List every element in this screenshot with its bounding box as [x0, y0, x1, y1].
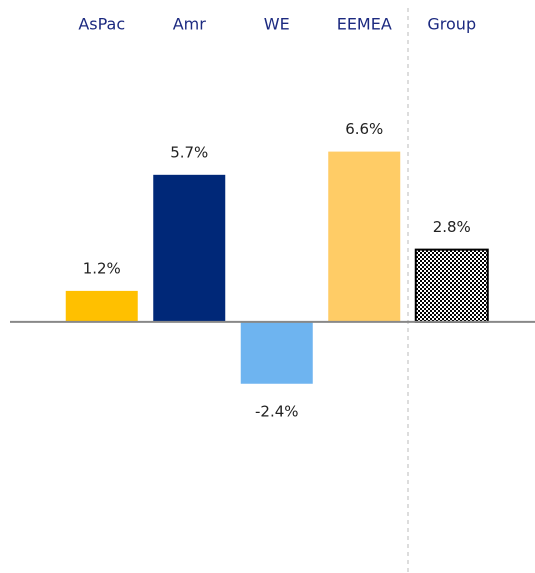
category-label: EEMEA [337, 15, 392, 34]
category-label: AsPac [78, 15, 125, 34]
value-label: 2.8% [433, 218, 471, 236]
bar [414, 248, 489, 323]
value-label: -2.4% [255, 402, 299, 420]
value-label: 5.7% [170, 143, 208, 161]
bar [65, 290, 138, 322]
value-label: 6.6% [345, 120, 383, 138]
category-label: Group [427, 15, 476, 34]
category-label: Amr [173, 15, 207, 34]
bar [328, 151, 401, 322]
bar [153, 174, 226, 322]
value-label: 1.2% [83, 259, 121, 277]
category-label: WE [264, 15, 290, 34]
bar [240, 321, 313, 384]
